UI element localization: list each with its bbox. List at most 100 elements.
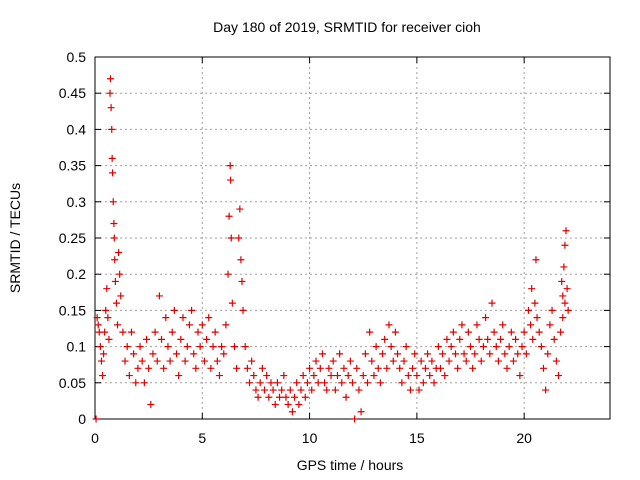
data-point <box>239 306 247 314</box>
data-point <box>153 357 161 365</box>
data-point <box>381 335 389 343</box>
data-point <box>94 321 102 329</box>
data-point <box>516 372 524 380</box>
data-point <box>467 343 475 351</box>
data-point <box>226 162 234 170</box>
data-point <box>374 364 382 372</box>
data-point <box>364 379 372 387</box>
data-point <box>111 256 119 264</box>
data-point <box>522 350 530 358</box>
data-point <box>372 343 380 351</box>
data-point <box>149 350 157 358</box>
data-point <box>342 393 350 401</box>
data-point <box>158 335 166 343</box>
data-point <box>295 401 303 409</box>
data-point <box>271 401 279 409</box>
data-point <box>325 364 333 372</box>
data-point <box>109 198 117 206</box>
data-point <box>230 343 238 351</box>
data-point <box>400 357 408 365</box>
data-point <box>299 372 307 380</box>
data-point <box>527 321 535 329</box>
data-point <box>338 379 346 387</box>
y-tick-label: 0.2 <box>67 266 87 282</box>
data-point <box>132 379 140 387</box>
data-point <box>424 350 432 358</box>
data-point <box>250 372 258 380</box>
data-point <box>494 357 502 365</box>
data-point <box>103 285 111 293</box>
data-point <box>140 379 148 387</box>
data-point <box>370 372 378 380</box>
data-point <box>505 343 513 351</box>
data-point <box>164 343 172 351</box>
data-point <box>183 343 191 351</box>
chart-title: Day 180 of 2019, SRMTID for receiver cio… <box>213 19 481 35</box>
data-point <box>503 364 511 372</box>
data-point <box>92 415 100 423</box>
data-point <box>512 335 520 343</box>
data-point <box>561 241 569 249</box>
data-point <box>497 335 505 343</box>
data-point <box>539 364 547 372</box>
data-point <box>561 299 569 307</box>
data-point <box>353 364 361 372</box>
data-point <box>456 335 464 343</box>
data-point <box>256 379 264 387</box>
data-point <box>166 357 174 365</box>
data-point <box>321 379 329 387</box>
data-point <box>162 314 170 322</box>
data-point <box>329 357 337 365</box>
data-point <box>233 364 241 372</box>
data-point <box>224 270 232 278</box>
data-point <box>145 364 153 372</box>
data-point <box>344 372 352 380</box>
data-point <box>398 379 406 387</box>
data-point <box>542 386 550 394</box>
data-point <box>411 350 419 358</box>
x-axis-label: GPS time / hours <box>297 457 404 473</box>
data-point <box>559 314 567 322</box>
data-point <box>101 328 109 336</box>
data-point <box>562 227 570 235</box>
data-point <box>143 335 150 343</box>
data-point <box>559 292 567 300</box>
data-point <box>125 372 133 380</box>
data-point <box>117 292 125 300</box>
data-point <box>492 343 500 351</box>
data-point <box>254 393 262 401</box>
data-point <box>105 335 113 343</box>
data-point <box>241 343 249 351</box>
data-point <box>533 314 541 322</box>
data-point <box>331 386 339 394</box>
data-point <box>173 350 181 358</box>
data-point <box>198 321 206 329</box>
data-point <box>413 372 421 380</box>
data-point <box>514 350 522 358</box>
data-point <box>138 357 146 365</box>
data-point <box>359 372 367 380</box>
data-point <box>439 350 447 358</box>
data-point <box>185 321 193 329</box>
data-point <box>406 386 414 394</box>
data-point <box>452 350 459 358</box>
data-point <box>544 350 552 358</box>
data-point <box>368 357 376 365</box>
data-point <box>421 364 429 372</box>
data-point <box>237 256 245 264</box>
data-point <box>443 335 451 343</box>
data-point <box>391 328 399 336</box>
y-axis-label: SRMTID / TECUs <box>7 183 23 293</box>
data-point <box>243 364 251 372</box>
data-point <box>109 169 117 177</box>
data-point <box>151 328 159 336</box>
data-point <box>267 379 275 387</box>
data-point <box>121 357 129 365</box>
data-point <box>248 357 256 365</box>
data-point <box>462 357 470 365</box>
data-point <box>134 364 142 372</box>
data-point <box>115 248 123 256</box>
data-point <box>211 328 219 336</box>
y-tick-label: 0.4 <box>67 121 87 137</box>
